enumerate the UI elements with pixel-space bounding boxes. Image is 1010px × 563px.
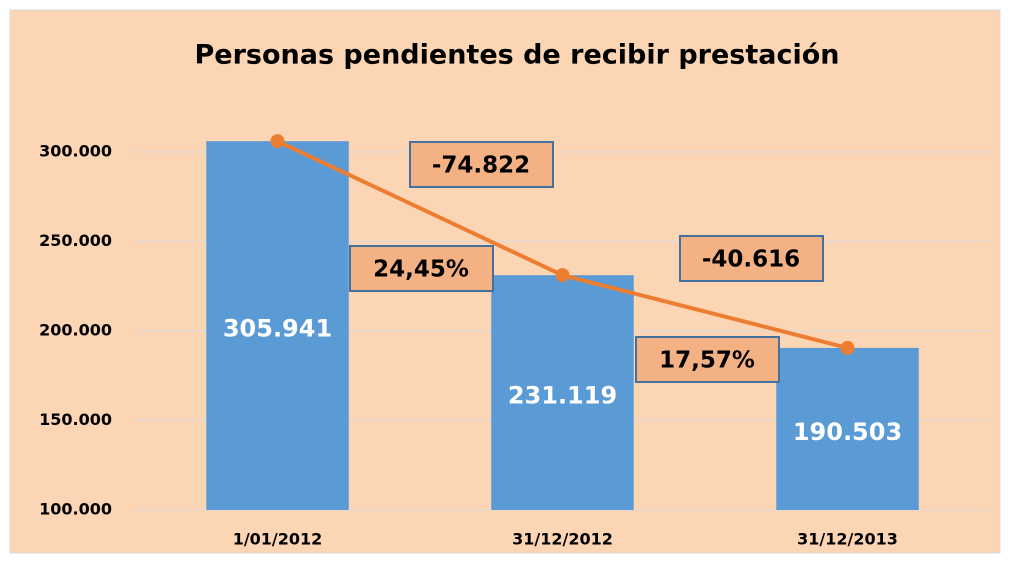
annotation-box — [679, 235, 824, 282]
chart-title: Personas pendientes de recibir prestació… — [194, 40, 839, 71]
line-point — [270, 134, 285, 149]
annotation: -40.616 — [702, 247, 800, 273]
annotation-box — [349, 245, 494, 292]
bar — [776, 347, 919, 510]
line-point — [555, 268, 570, 283]
value-label: 231.119 — [508, 382, 617, 410]
bar — [491, 275, 634, 510]
y-tick-label: 100.000 — [39, 500, 112, 519]
annotation: 24,45% — [373, 257, 469, 283]
value-label: 305.941 — [223, 315, 332, 343]
y-tick-label: 300.000 — [39, 141, 112, 160]
value-label: 190.503 — [793, 418, 902, 446]
annotation-box — [635, 336, 780, 383]
y-tick-label: 150.000 — [39, 410, 112, 429]
y-tick-label: 200.000 — [39, 320, 112, 339]
annotation: -74.822 — [432, 153, 530, 179]
bar — [206, 141, 349, 510]
annotation: 17,57% — [659, 348, 755, 374]
x-tick-label: 1/01/2012 — [233, 530, 323, 549]
y-tick-label: 250.000 — [39, 231, 112, 250]
x-tick-label: 31/12/2012 — [512, 530, 613, 549]
annotation-box — [409, 141, 554, 188]
x-tick-label: 31/12/2013 — [797, 530, 898, 549]
line-point — [840, 340, 855, 355]
